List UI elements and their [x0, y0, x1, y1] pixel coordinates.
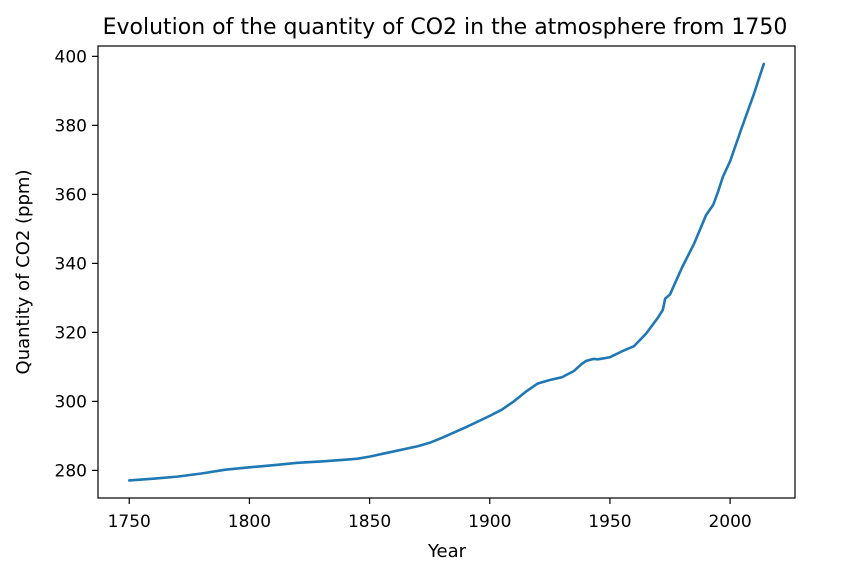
x-tick-label: 2000 — [708, 512, 751, 532]
y-tick-label: 300 — [55, 392, 87, 412]
y-tick-label: 380 — [55, 116, 87, 136]
y-tick-label: 280 — [55, 461, 87, 481]
y-axis: 280 300 320 340 360 380 400 — [55, 47, 98, 481]
x-tick-label: 1800 — [228, 512, 271, 532]
x-tick-label: 1750 — [108, 512, 151, 532]
x-tick-label: 1850 — [348, 512, 391, 532]
x-axis: 1750 1800 1850 1900 1950 2000 — [108, 498, 752, 532]
y-axis-label: Quantity of CO2 (ppm) — [13, 170, 34, 375]
y-tick-label: 340 — [55, 254, 87, 274]
series-line — [127, 62, 766, 482]
x-tick-label: 1900 — [468, 512, 511, 532]
y-tick-label: 400 — [55, 47, 87, 67]
chart-title: Evolution of the quantity of CO2 in the … — [103, 15, 788, 40]
plot-area — [127, 62, 766, 482]
x-tick-label: 1950 — [588, 512, 631, 532]
axes-frame — [97, 45, 796, 499]
y-tick-label: 360 — [55, 185, 87, 205]
y-tick-label: 320 — [55, 323, 87, 343]
x-axis-label: Year — [427, 541, 467, 562]
